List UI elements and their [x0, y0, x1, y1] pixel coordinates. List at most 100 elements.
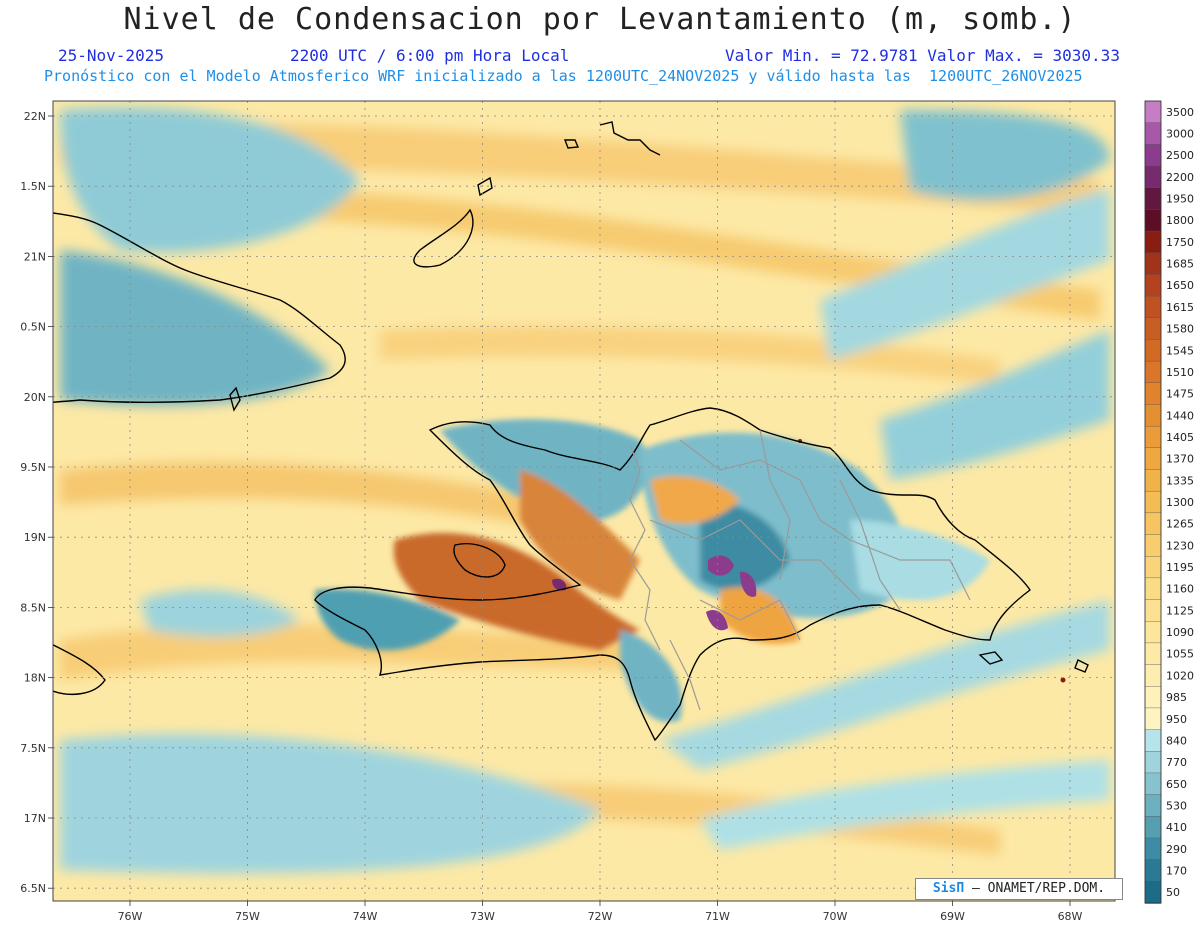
colorbar-label: 1580	[1166, 323, 1194, 336]
colorbar-swatch	[1144, 599, 1162, 622]
colorbar-label: 1950	[1166, 193, 1194, 206]
brand-logo: SisΠ	[932, 881, 965, 896]
colorbar-label: 290	[1166, 843, 1187, 856]
colorbar-swatch	[1144, 555, 1162, 579]
map-frame	[52, 100, 1116, 902]
colorbar-label: 1300	[1166, 496, 1194, 509]
lat-label: 8.5N	[20, 601, 46, 614]
lat-label: 1.5N	[20, 180, 46, 193]
colorbar-swatch	[1144, 642, 1162, 666]
colorbar-swatch	[1144, 772, 1162, 796]
colorbar-swatch	[1144, 794, 1162, 817]
colorbar-label: 1160	[1166, 583, 1194, 596]
lat-label: 19N	[24, 531, 46, 544]
colorbar-label: 2200	[1166, 171, 1194, 184]
colorbar-label: 985	[1166, 691, 1187, 704]
colorbar-label: 1335	[1166, 474, 1194, 487]
colorbar-label: 2500	[1166, 149, 1194, 162]
lon-label: 69W	[940, 910, 965, 923]
colorbar-swatch	[1144, 144, 1162, 167]
colorbar-label: 1125	[1166, 604, 1194, 617]
model-info: Pronóstico con el Modelo Atmosferico WRF…	[44, 67, 1083, 85]
colorbar-label: 650	[1166, 778, 1187, 791]
colorbar-swatch	[1144, 512, 1162, 536]
latitude-labels: 22N 1.5N 21N 0.5N 20N 9.5N 19N 8.5N 18N 7.5N 17N 6.…	[20, 110, 46, 895]
longitude-labels: 76W 75W 74W 73W 72W 71W 70W 69W 68W	[118, 910, 1083, 923]
colorbar-label: 170	[1166, 864, 1187, 877]
colorbar-swatch	[1144, 707, 1162, 731]
colorbar-swatch	[1144, 165, 1162, 189]
graticule	[48, 101, 1115, 906]
lcl-shading	[53, 101, 1115, 901]
lat-label: 21N	[24, 250, 46, 263]
colorbar-swatch	[1144, 339, 1162, 362]
colorbar-swatch	[1144, 729, 1162, 752]
colorbar-swatch	[1144, 621, 1162, 644]
colorbar-label: 3000	[1166, 128, 1194, 141]
forecast-date: 25-Nov-2025	[58, 46, 164, 65]
colorbar-swatch	[1144, 295, 1162, 319]
lon-label: 72W	[588, 910, 613, 923]
colorbar-label: 950	[1166, 713, 1187, 726]
lon-label: 73W	[470, 910, 495, 923]
colorbar-label: 1020	[1166, 669, 1194, 682]
colorbar-label: 1650	[1166, 279, 1194, 292]
lat-label: 9.5N	[20, 461, 46, 474]
lon-label: 76W	[118, 910, 143, 923]
lat-label: 17N	[24, 812, 46, 825]
colorbar-label: 1195	[1166, 561, 1194, 574]
colorbar-label: 1090	[1166, 626, 1194, 639]
colorbar-label: 1370	[1166, 453, 1194, 466]
colorbar-swatch	[1144, 425, 1162, 449]
colorbar-label: 840	[1166, 734, 1187, 747]
colorbar-swatch	[1144, 187, 1162, 211]
colorbar-swatch	[1144, 837, 1162, 861]
colorbar-swatch	[1144, 122, 1162, 146]
colorbar-swatch	[1144, 447, 1162, 471]
colorbar: 3500 3000 2500 2200 1950 1800 1750 1685 1650 1615…	[1144, 100, 1194, 904]
colorbar-swatch	[1144, 360, 1162, 384]
lon-label: 74W	[353, 910, 378, 923]
colorbar-label: 3500	[1166, 106, 1194, 119]
lon-label: 71W	[705, 910, 730, 923]
colorbar-label: 1545	[1166, 344, 1194, 357]
credit-box: SisΠ – ONAMET/REP.DOM.	[915, 878, 1123, 900]
colorbar-label: 1685	[1166, 258, 1194, 271]
lon-label: 68W	[1058, 910, 1083, 923]
lat-label: 22N	[24, 110, 46, 123]
colorbar-swatch	[1144, 404, 1162, 427]
coastlines	[53, 121, 1089, 742]
value-range: Valor Min. = 72.9781 Valor Max. = 3030.3…	[725, 46, 1120, 65]
colorbar-label: 1510	[1166, 366, 1194, 379]
lon-label: 70W	[823, 910, 848, 923]
colorbar-label: 770	[1166, 756, 1187, 769]
colorbar-swatch	[1144, 859, 1162, 883]
colorbar-swatch	[1144, 230, 1162, 254]
forecast-time: 2200 UTC / 6:00 pm Hora Local	[290, 46, 570, 65]
colorbar-label: 1800	[1166, 214, 1194, 227]
lat-label: 18N	[24, 672, 46, 685]
colorbar-label: 1265	[1166, 518, 1194, 531]
lat-label: 7.5N	[20, 742, 46, 755]
chart-title: Nivel de Condensacion por Levantamiento …	[123, 2, 1077, 37]
colorbar-label: 1440	[1166, 409, 1194, 422]
colorbar-swatch	[1144, 751, 1162, 774]
colorbar-label: 1615	[1166, 301, 1194, 314]
colorbar-label: 50	[1166, 886, 1180, 899]
colorbar-swatch	[1144, 100, 1162, 124]
colorbar-label: 1055	[1166, 648, 1194, 661]
lon-label: 75W	[235, 910, 260, 923]
colorbar-swatch	[1144, 317, 1162, 341]
colorbar-swatch	[1144, 382, 1162, 406]
colorbar-swatch	[1144, 534, 1162, 557]
colorbar-swatch	[1144, 816, 1162, 839]
colorbar-swatch	[1144, 881, 1162, 904]
colorbar-label: 1750	[1166, 236, 1194, 249]
colorbar-swatch	[1144, 209, 1162, 232]
colorbar-swatch	[1144, 252, 1162, 276]
lat-label: 20N	[24, 391, 46, 404]
colorbar-swatch	[1144, 686, 1162, 709]
colorbar-label: 410	[1166, 821, 1187, 834]
colorbar-swatch	[1144, 664, 1162, 687]
